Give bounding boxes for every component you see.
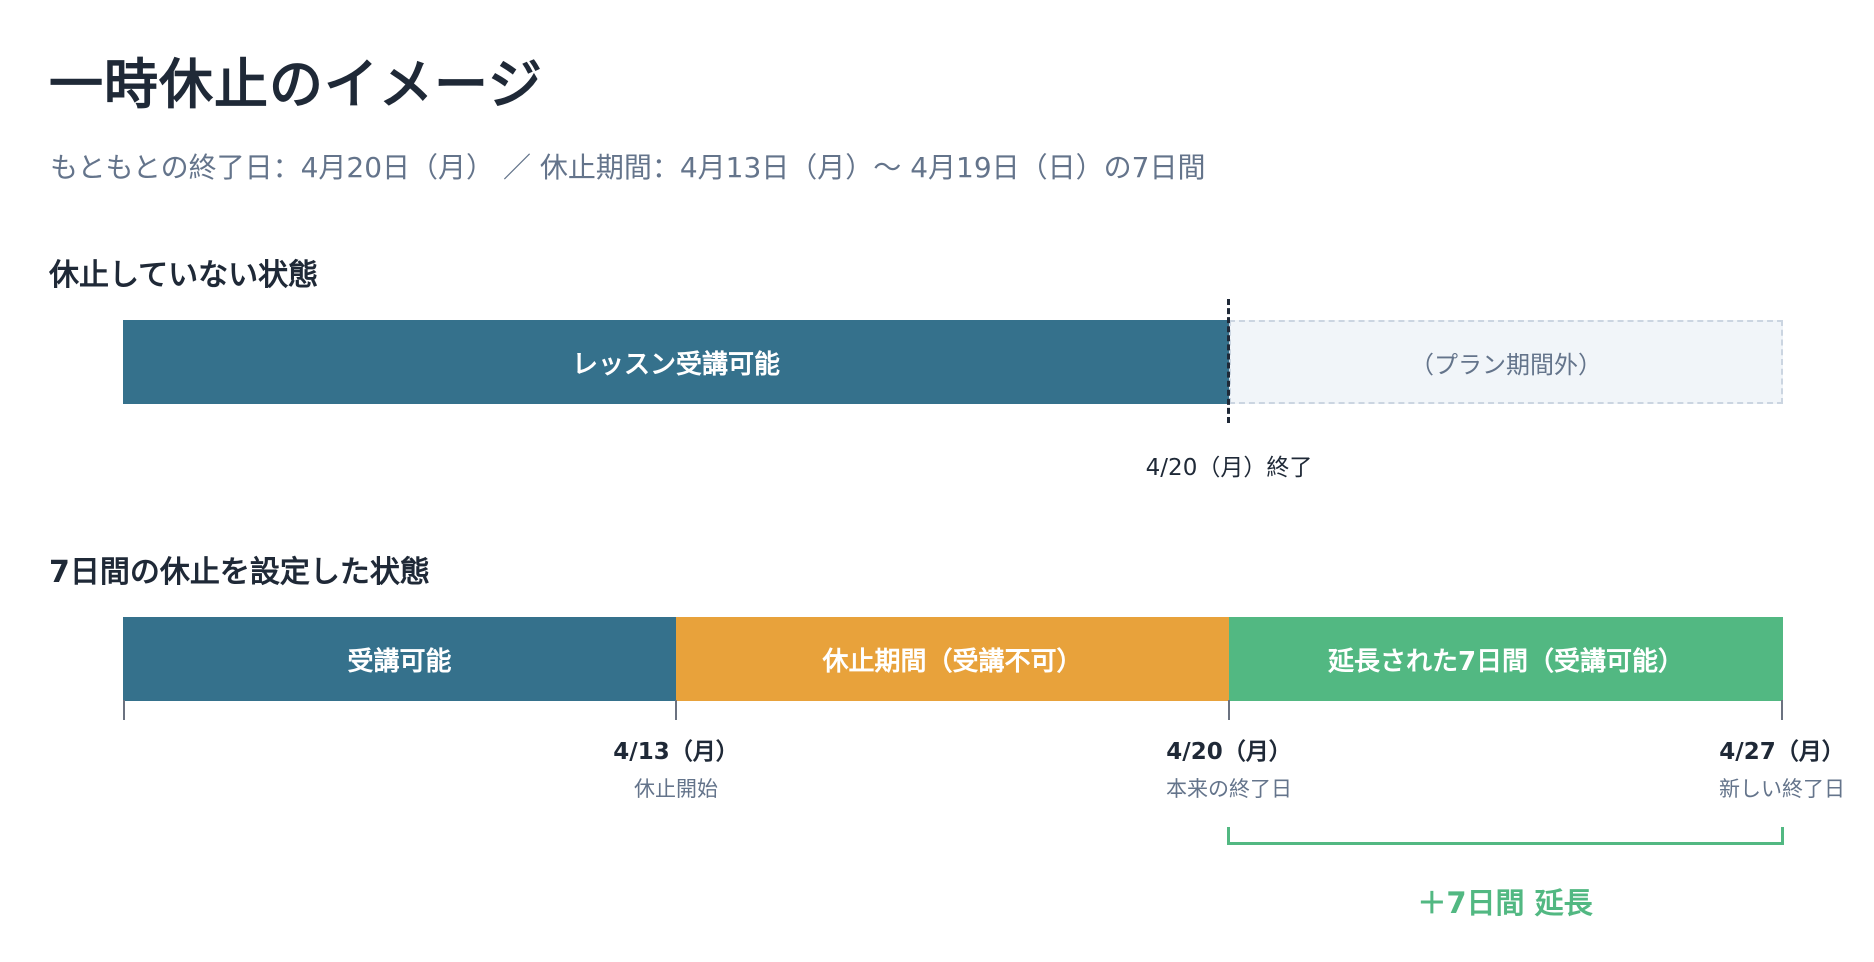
marker-date-pause-start: 4/13（月） bbox=[613, 739, 739, 765]
end-date-label: 4/20（月）終了 bbox=[1145, 455, 1313, 481]
bar-outside-plan: （プラン期間外） bbox=[1229, 320, 1783, 404]
bar-lesson-available: レッスン受講可能 bbox=[123, 320, 1229, 404]
marker-date-original-end: 4/20（月） bbox=[1166, 739, 1292, 765]
extension-label: ＋7日間 延長 bbox=[1417, 886, 1593, 920]
end-date-marker-line bbox=[1227, 299, 1230, 423]
marker-date-new-end: 4/27（月） bbox=[1719, 739, 1845, 765]
page-subtitle: もともとの終了日：4月20日（月） ／ 休止期間：4月13日（月）〜 4月19日… bbox=[50, 151, 1206, 184]
section-heading-paused: 7日間の休止を設定した状態 bbox=[49, 555, 430, 590]
bar-available: 受講可能 bbox=[123, 617, 676, 701]
page-title: 一時休止のイメージ bbox=[49, 53, 543, 116]
timeline-tick-new-end bbox=[1781, 700, 1783, 720]
timeline-tick-pause-start bbox=[675, 700, 677, 720]
bar-pause-period: 休止期間（受講不可） bbox=[676, 617, 1229, 701]
timeline-tick-original-end bbox=[1228, 700, 1230, 720]
marker-caption-new-end: 新しい終了日 bbox=[1719, 777, 1845, 801]
section-heading-no-pause: 休止していない状態 bbox=[49, 258, 319, 293]
marker-caption-pause-start: 休止開始 bbox=[634, 777, 718, 801]
bar-extended-period: 延長された7日間（受講可能） bbox=[1229, 617, 1783, 701]
extension-bracket bbox=[1227, 827, 1784, 845]
marker-caption-original-end: 本来の終了日 bbox=[1166, 777, 1292, 801]
timeline-tick-start bbox=[123, 700, 125, 720]
